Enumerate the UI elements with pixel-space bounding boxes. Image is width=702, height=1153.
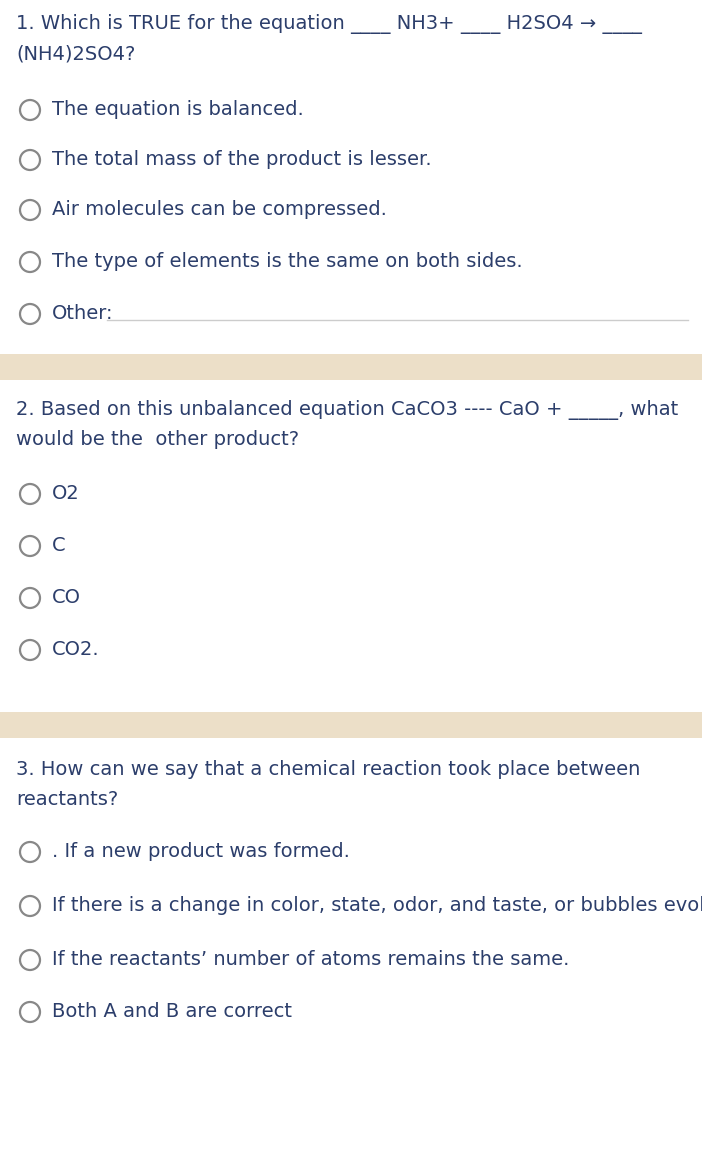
Text: Both A and B are correct: Both A and B are correct <box>52 1002 292 1022</box>
Text: The type of elements is the same on both sides.: The type of elements is the same on both… <box>52 253 522 271</box>
Text: C: C <box>52 536 65 555</box>
Text: reactants?: reactants? <box>16 790 118 809</box>
Bar <box>0 354 702 380</box>
Text: 3. How can we say that a chemical reaction took place between: 3. How can we say that a chemical reacti… <box>16 760 640 779</box>
Text: 1. Which is TRUE for the equation ____ NH3+ ____ H2SO4 → ____: 1. Which is TRUE for the equation ____ N… <box>16 14 642 33</box>
Text: CO2.: CO2. <box>52 640 100 660</box>
Bar <box>0 713 702 738</box>
Text: If there is a change in color, state, odor, and taste, or bubbles evolve.: If there is a change in color, state, od… <box>52 896 702 915</box>
Text: If the reactants’ number of atoms remains the same.: If the reactants’ number of atoms remain… <box>52 950 569 969</box>
Text: would be the  other product?: would be the other product? <box>16 430 299 449</box>
Text: CO: CO <box>52 588 81 606</box>
Text: (NH4)2SO4?: (NH4)2SO4? <box>16 44 135 63</box>
Text: Air molecules can be compressed.: Air molecules can be compressed. <box>52 199 387 219</box>
Text: The equation is balanced.: The equation is balanced. <box>52 100 304 119</box>
Text: O2: O2 <box>52 484 80 503</box>
Text: The total mass of the product is lesser.: The total mass of the product is lesser. <box>52 150 432 169</box>
Text: Other:: Other: <box>52 304 114 323</box>
Text: 2. Based on this unbalanced equation CaCO3 ---- CaO + _____, what: 2. Based on this unbalanced equation CaC… <box>16 400 678 420</box>
Text: . If a new product was formed.: . If a new product was formed. <box>52 842 350 861</box>
